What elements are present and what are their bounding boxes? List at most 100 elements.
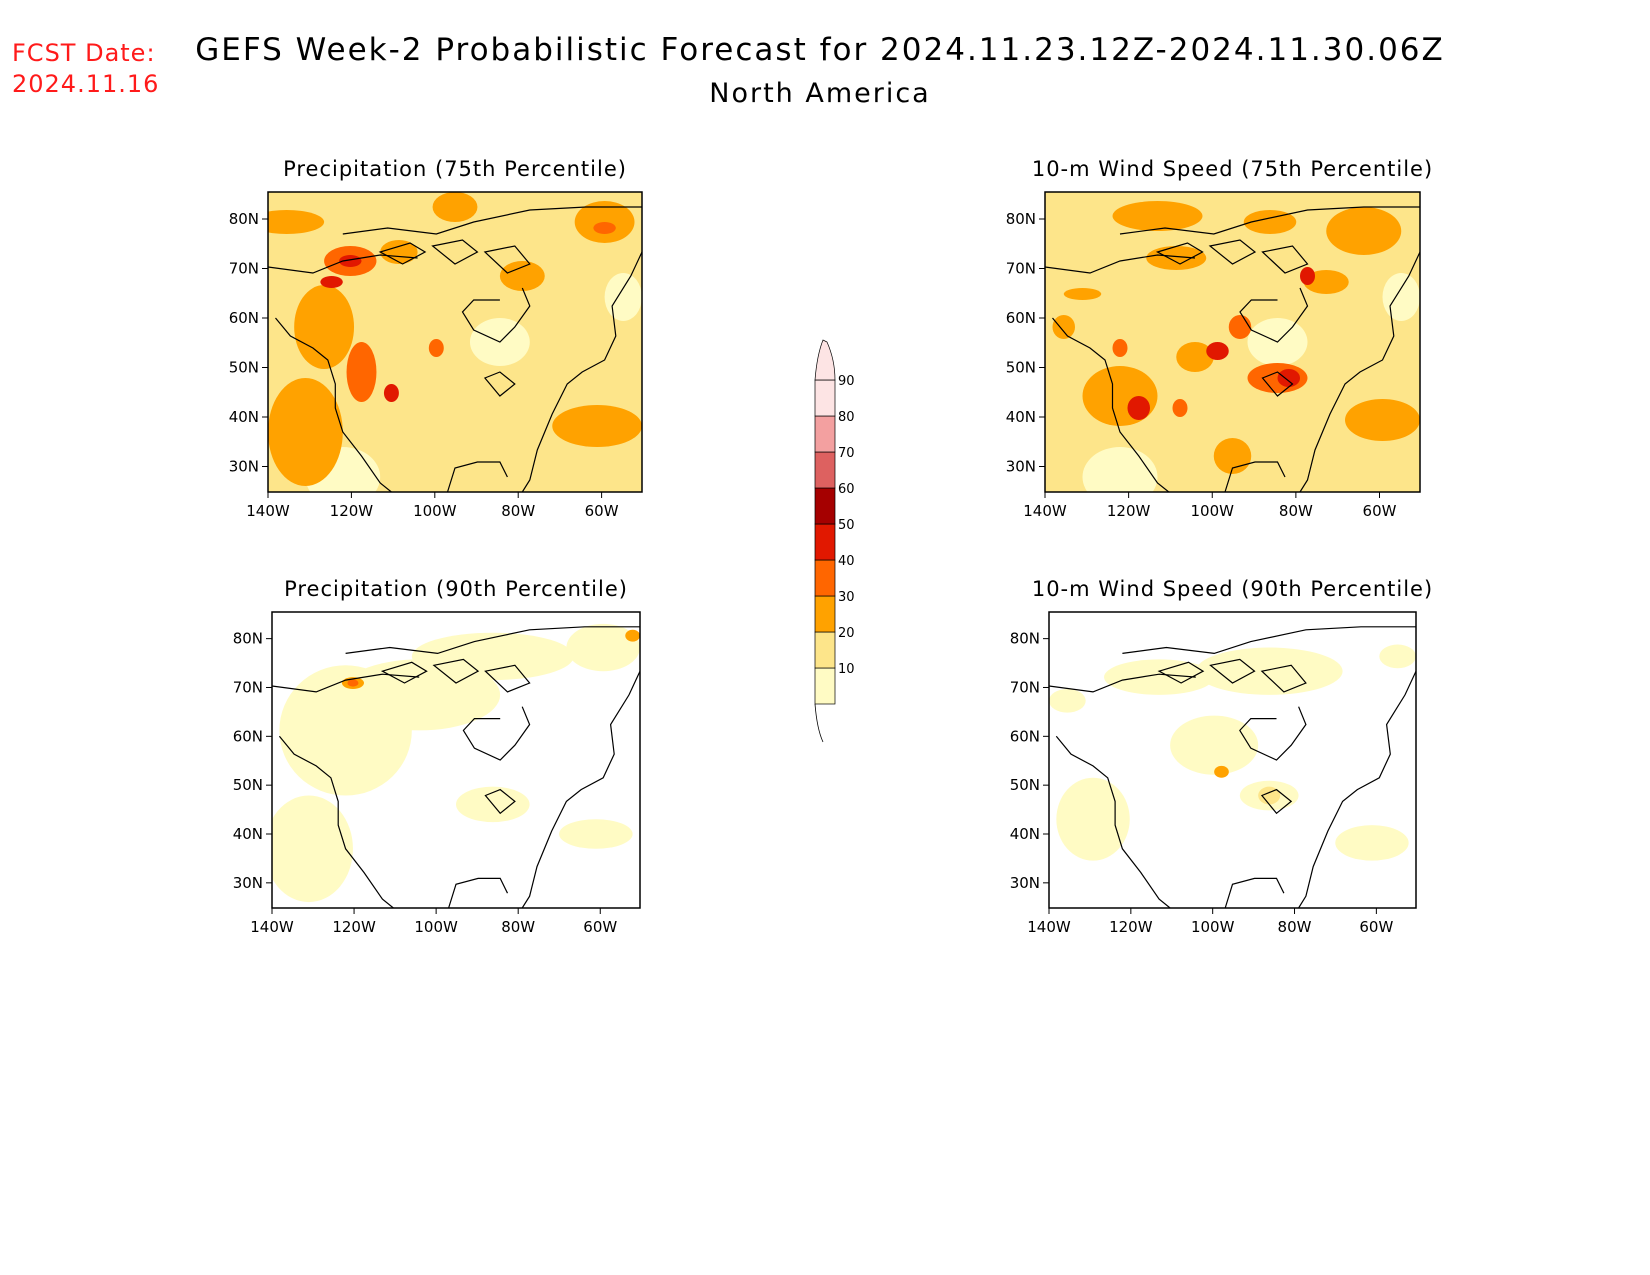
lat-tick-label: 70N	[1006, 260, 1036, 278]
colorbar-label: 70	[838, 446, 855, 461]
map-field	[268, 192, 642, 492]
colorbar-bottom-arrow	[814, 703, 824, 743]
coastline	[1224, 461, 1286, 492]
probability-region	[268, 210, 325, 234]
probability-region	[1326, 207, 1402, 255]
probability-region	[1063, 288, 1102, 300]
coastline	[380, 661, 428, 684]
colorbar-swatch	[814, 523, 836, 561]
lat-tick-label: 50N	[1010, 776, 1040, 794]
probability-region	[1172, 399, 1188, 417]
lon-tick-label: 140W	[246, 502, 290, 520]
lat-tick-label: 70N	[1010, 678, 1040, 696]
field-low-region	[1382, 273, 1420, 321]
lat-tick-label: 50N	[233, 776, 263, 794]
probability-region	[320, 276, 343, 288]
coastline	[431, 239, 479, 265]
lon-tick-label: 120W	[330, 502, 374, 520]
probability-region	[411, 632, 574, 681]
field-low-region	[1082, 447, 1158, 492]
probability-region	[1258, 786, 1281, 805]
coastline	[483, 371, 516, 397]
lat-tick-label: 80N	[229, 210, 259, 228]
coastline	[1119, 206, 1420, 235]
coastline	[1298, 670, 1416, 908]
colorbar-label: 80	[838, 410, 855, 425]
lat-tick-label: 50N	[1006, 359, 1036, 377]
probability-region	[559, 819, 633, 849]
probability-region	[347, 679, 359, 687]
lat-tick-label: 30N	[1010, 874, 1040, 892]
probability-region	[432, 192, 478, 222]
probability-region	[1345, 399, 1420, 441]
coastline	[1261, 245, 1309, 274]
lat-tick-label: 60N	[233, 727, 263, 745]
probability-region	[294, 285, 355, 369]
probability-region	[593, 222, 616, 234]
coastline	[378, 242, 427, 265]
probability-region	[428, 339, 444, 357]
probability-region	[1082, 366, 1158, 426]
probability-region	[499, 261, 545, 291]
coastline	[1209, 658, 1256, 684]
coastline	[448, 877, 509, 908]
coastline	[484, 664, 531, 693]
colorbar-swatch	[814, 487, 836, 525]
lon-tick-label: 120W	[1109, 918, 1153, 936]
coastline	[1045, 254, 1196, 274]
lon-tick-label: 100W	[1191, 918, 1235, 936]
colorbar-label: 90	[838, 374, 855, 389]
probability-region	[1379, 644, 1416, 669]
map-field	[272, 612, 640, 908]
coastline	[278, 735, 394, 908]
coastline	[1239, 706, 1307, 761]
map-field	[1049, 612, 1416, 908]
map-field	[1045, 192, 1420, 492]
map-panel: Precipitation (90th Percentile) 80N 70N 60N…	[233, 577, 641, 936]
probability-region	[1049, 688, 1086, 713]
coastline	[1224, 877, 1285, 908]
coastline	[345, 626, 640, 655]
probability-region	[1112, 201, 1203, 231]
coastline	[342, 206, 642, 235]
coastline	[1055, 735, 1171, 908]
coastline	[1155, 242, 1204, 265]
lon-tick-label: 60W	[1359, 918, 1393, 936]
panel-title: Precipitation (75th Percentile)	[283, 157, 627, 181]
probability-region	[1214, 765, 1229, 778]
probability-region	[1052, 315, 1075, 339]
lat-tick-label: 30N	[229, 458, 259, 476]
coastline	[1261, 371, 1294, 397]
probability-region	[1056, 777, 1130, 861]
lon-tick-label: 100W	[1191, 502, 1235, 520]
forecast-date-value: 2024.11.16	[12, 70, 160, 98]
coastline	[1260, 788, 1293, 815]
coastline	[484, 788, 516, 815]
coastline	[268, 254, 418, 274]
page-subtitle: North America	[709, 78, 931, 109]
probability-region	[1277, 369, 1300, 387]
lon-tick-label: 100W	[414, 918, 458, 936]
colorbar-swatch	[814, 415, 836, 453]
map-frame	[1044, 191, 1421, 493]
coastline	[432, 658, 480, 684]
coastline	[1052, 317, 1170, 492]
probability-region	[346, 342, 377, 402]
coastline	[1299, 251, 1420, 492]
field-low-region	[604, 273, 642, 321]
colorbar-label: 60	[838, 482, 855, 497]
probability-region	[1335, 825, 1409, 861]
coastline	[483, 245, 531, 274]
lat-tick-label: 40N	[229, 408, 259, 426]
lat-tick-label: 80N	[233, 630, 263, 648]
panel-title: Precipitation (90th Percentile)	[284, 577, 628, 601]
panel-title: 10-m Wind Speed (90th Percentile)	[1032, 577, 1433, 601]
colorbar-label: 40	[838, 554, 855, 569]
forecast-date-label: FCST Date: 2024.11.16	[12, 38, 159, 100]
probability-region	[383, 384, 399, 402]
probability-region	[1112, 339, 1128, 357]
coastline	[521, 251, 642, 492]
lon-tick-label: 140W	[1027, 918, 1071, 936]
lat-tick-label: 60N	[229, 309, 259, 327]
lat-tick-label: 60N	[1006, 309, 1036, 327]
